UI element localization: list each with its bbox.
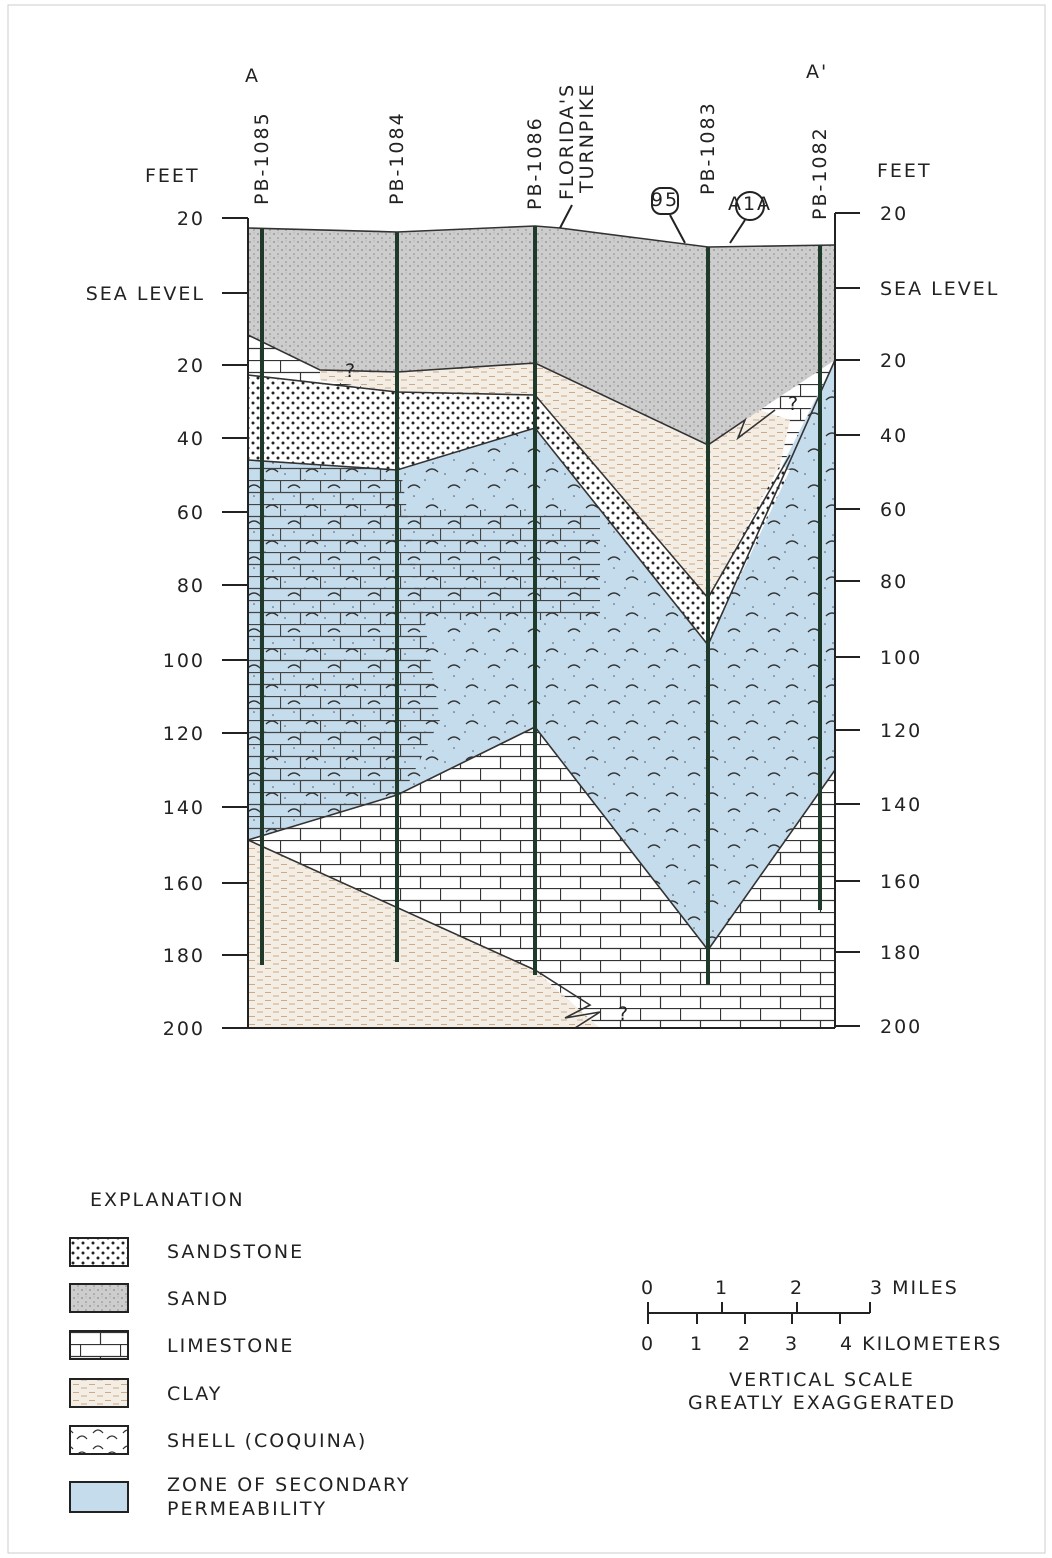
scale-label: 2 xyxy=(738,1333,752,1355)
depth-label: 60 xyxy=(177,502,205,524)
depth-label: 180 xyxy=(880,942,922,964)
depth-label: 120 xyxy=(163,723,205,745)
legend-title: EXPLANATION xyxy=(90,1189,245,1211)
legend-swatch xyxy=(70,1482,128,1512)
axis-title: FEET xyxy=(877,160,932,182)
depth-label: 60 xyxy=(880,499,908,521)
legend-label: LIMESTONE xyxy=(167,1335,294,1357)
scale-label: 1 xyxy=(715,1277,729,1299)
legend-label: ZONE OF SECONDARY xyxy=(167,1474,411,1496)
legend-label: SANDSTONE xyxy=(167,1241,304,1263)
depth-label: 160 xyxy=(880,871,922,893)
scale-label: 0 xyxy=(641,1333,655,1355)
depth-label: 20 xyxy=(880,203,908,225)
depth-label: 20 xyxy=(880,350,908,372)
depth-label: 140 xyxy=(880,794,922,816)
depth-label: 100 xyxy=(163,650,205,672)
depth-label: 40 xyxy=(880,425,908,447)
legend-swatch xyxy=(70,1426,128,1454)
depth-label: SEA LEVEL xyxy=(86,283,205,305)
uncertain-contact: ? xyxy=(618,1003,630,1025)
well-label: PB-1085 xyxy=(251,111,273,205)
legend-swatch xyxy=(70,1238,128,1266)
legend-swatch xyxy=(70,1284,128,1312)
depth-label: 80 xyxy=(177,575,205,597)
legend-label: PERMEABILITY xyxy=(167,1498,327,1520)
legend-label: SHELL (COQUINA) xyxy=(167,1430,367,1452)
depth-label: 160 xyxy=(163,873,205,895)
scale-label: 1 xyxy=(690,1333,704,1355)
scale-label: 3 MILES xyxy=(870,1277,959,1299)
leader xyxy=(560,205,572,228)
depth-label: 200 xyxy=(163,1018,205,1040)
depth-label: 100 xyxy=(880,647,922,669)
depth-label: 200 xyxy=(880,1016,922,1038)
scale-label: 0 xyxy=(641,1277,655,1299)
scale-label: 2 xyxy=(790,1277,804,1299)
well-label: PB-1082 xyxy=(809,126,831,220)
scale-label: 4 KILOMETERS xyxy=(840,1333,1002,1355)
legend-label: CLAY xyxy=(167,1383,222,1405)
scale-note: VERTICAL SCALE xyxy=(729,1369,915,1391)
road-label: FLORIDA'S xyxy=(556,83,578,200)
cross-section: AA'FEETFEET20SEA LEVEL204060801001201401… xyxy=(0,0,1052,1558)
axis-title: FEET xyxy=(145,165,200,187)
depth-label: SEA LEVEL xyxy=(880,278,999,300)
leader xyxy=(670,215,685,243)
legend-label: SAND xyxy=(167,1288,229,1310)
well-label: PB-1083 xyxy=(697,101,719,195)
leader xyxy=(730,220,745,243)
well-label: PB-1086 xyxy=(524,116,546,210)
depth-label: 20 xyxy=(177,355,205,377)
uncertain-contact: ? xyxy=(788,393,800,415)
road-label: A1A xyxy=(728,193,772,215)
depth-label: 120 xyxy=(880,720,922,742)
legend-swatch xyxy=(70,1331,128,1359)
section-label: A' xyxy=(806,61,828,83)
road-label: TURNPIKE xyxy=(576,83,598,194)
depth-label: 140 xyxy=(163,797,205,819)
depth-label: 180 xyxy=(163,945,205,967)
depth-label: 20 xyxy=(177,208,205,230)
limestone-lens xyxy=(400,510,600,620)
legend-swatch xyxy=(70,1379,128,1407)
layers xyxy=(248,188,835,1028)
depth-label: 80 xyxy=(880,571,908,593)
well-label: PB-1084 xyxy=(386,111,408,205)
uncertain-contact: ? xyxy=(345,360,357,382)
scale-label: 3 xyxy=(785,1333,799,1355)
section-label: A xyxy=(245,65,260,87)
scale-note: GREATLY EXAGGERATED xyxy=(688,1392,956,1414)
scale-bar xyxy=(648,1302,870,1324)
depth-label: 40 xyxy=(177,428,205,450)
road-label: 95 xyxy=(651,189,679,211)
legend-boxes xyxy=(70,1238,128,1512)
